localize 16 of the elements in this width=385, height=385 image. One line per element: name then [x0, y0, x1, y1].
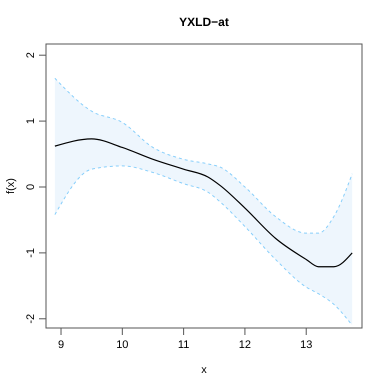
y-tick-label: 0 [25, 184, 37, 190]
line-series [54, 165, 353, 326]
x-tick-label: 9 [58, 339, 64, 351]
y-tick-label: -2 [25, 314, 37, 324]
y-tick-label: 2 [25, 52, 37, 58]
chart-title: YXLD−at [179, 15, 229, 29]
x-axis-title: x [201, 364, 208, 376]
line-series [54, 138, 353, 268]
y-axis-title: f(x) [5, 178, 17, 194]
y-tick-label: -1 [25, 248, 37, 258]
x-tick-label: 11 [178, 339, 190, 351]
line-series [54, 78, 353, 234]
y-tick-label: 1 [25, 118, 37, 124]
x-tick-label: 10 [116, 339, 128, 351]
x-tick-label: 12 [238, 339, 252, 351]
x-tick-label: 13 [300, 339, 312, 351]
